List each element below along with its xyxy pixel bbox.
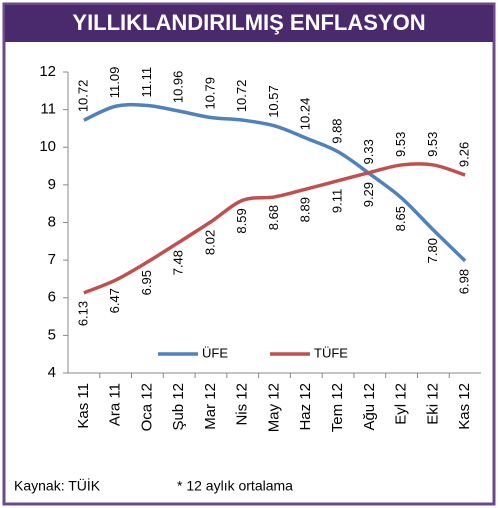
data-label: 9.29 bbox=[361, 182, 376, 207]
data-label: 8.68 bbox=[266, 205, 281, 230]
x-tick-label: May 12 bbox=[265, 383, 282, 432]
y-tick-label: 4 bbox=[48, 364, 56, 381]
data-label: 9.26 bbox=[457, 142, 472, 167]
x-tick-label: Kas 11 bbox=[75, 383, 92, 429]
x-tick-label: Eyl 12 bbox=[393, 383, 410, 425]
chart-title: YILLIKLANDIRILMIŞ ENFLASYON bbox=[72, 10, 425, 35]
data-label: 9.11 bbox=[329, 189, 344, 213]
x-tick-label: Mar 12 bbox=[202, 383, 219, 430]
data-label: 9.33 bbox=[361, 139, 376, 164]
legend-label: TÜFE bbox=[314, 345, 348, 360]
x-tick-label: Kas 12 bbox=[456, 383, 473, 430]
y-tick-label: 10 bbox=[39, 138, 56, 155]
data-label: 9.88 bbox=[329, 118, 344, 143]
x-tick-label: Tem 12 bbox=[329, 383, 346, 432]
y-tick-label: 12 bbox=[39, 63, 56, 80]
x-tick-label: Nis 12 bbox=[234, 383, 251, 426]
legend-label: ÜFE bbox=[202, 345, 228, 360]
source: Kaynak: TÜİK bbox=[14, 477, 101, 494]
x-tick-label: Ara 11 bbox=[107, 383, 124, 426]
data-label: 11.11 bbox=[139, 67, 154, 98]
x-tick-label: Ağu 12 bbox=[361, 383, 378, 431]
data-label: 10.96 bbox=[171, 71, 186, 104]
data-label: 10.72 bbox=[234, 80, 249, 113]
data-label: 6.47 bbox=[107, 288, 122, 313]
data-label: 6.98 bbox=[457, 269, 472, 294]
series-line bbox=[83, 102, 467, 263]
data-label: 8.02 bbox=[202, 230, 217, 255]
x-tick-label: Şub 12 bbox=[170, 383, 187, 431]
data-label: 11.09 bbox=[107, 67, 122, 99]
title-banner bbox=[5, 5, 493, 42]
data-label: 9.53 bbox=[393, 132, 408, 157]
data-label: 7.48 bbox=[171, 250, 186, 275]
y-tick-label: 5 bbox=[48, 326, 56, 343]
y-tick-label: 8 bbox=[48, 213, 56, 230]
x-tick-label: Eki 12 bbox=[424, 383, 441, 425]
data-label: 8.59 bbox=[234, 208, 249, 233]
y-tick-label: 11 bbox=[40, 101, 56, 118]
y-tick-label: 6 bbox=[48, 289, 56, 306]
x-tick-label: Haz 12 bbox=[297, 383, 314, 431]
data-label: 8.89 bbox=[298, 197, 313, 222]
note: * 12 aylık ortalama bbox=[177, 478, 293, 494]
data-label: 8.65 bbox=[393, 206, 408, 231]
data-label: 10.24 bbox=[298, 98, 313, 131]
x-tick-label: Oca 12 bbox=[138, 383, 155, 431]
data-label: 9.53 bbox=[425, 132, 440, 157]
data-label: 6.13 bbox=[75, 301, 90, 326]
data-label: 10.79 bbox=[202, 77, 217, 110]
data-label: 10.72 bbox=[75, 80, 90, 113]
data-label: 6.95 bbox=[139, 270, 154, 295]
y-tick-label: 7 bbox=[48, 251, 56, 268]
data-label: 10.57 bbox=[266, 85, 281, 118]
y-tick-label: 9 bbox=[48, 176, 56, 193]
data-label: 7.80 bbox=[425, 238, 440, 263]
series-line bbox=[83, 162, 466, 295]
